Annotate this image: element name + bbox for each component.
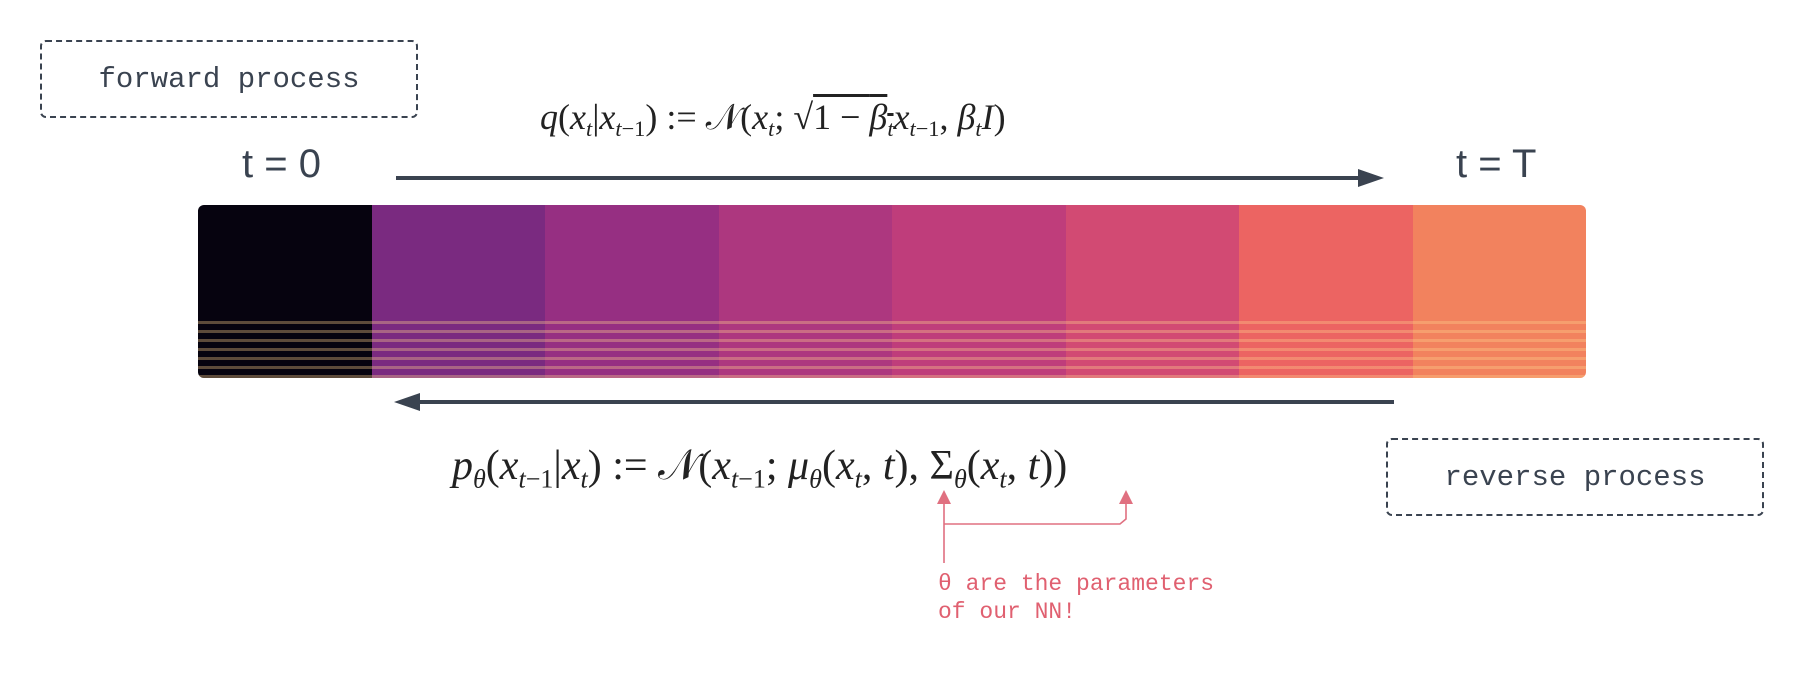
spectrogram-panel [545,205,719,378]
t-start-label: t = 0 [242,142,321,186]
spectrogram-panel [371,205,545,378]
spectrogram-strip [198,205,1586,378]
theta-annotation-line2: of our NN! [938,599,1077,625]
reverse-process-label: reverse process [1444,460,1706,494]
reverse-arrow [394,393,1394,411]
spectrogram-panel [718,205,892,378]
theta-annotation-connector [943,503,1127,563]
theta-annotation: θ are the parameters of our NN! [938,570,1214,626]
forward-process-label: forward process [98,62,360,96]
spectrogram-panel [1412,205,1586,378]
reverse-process-box: reverse process [1386,438,1764,516]
forward-arrow [396,169,1384,187]
spectrogram-panel [198,205,372,378]
forward-equation: q(x_t|x_{t-1}) := N(x_t; sqrt(1-β_t) x_{… [540,97,1006,142]
theta-annotation-line1: θ are the parameters [938,571,1215,597]
mu-theta-pointer-icon [937,490,951,504]
reverse-equation: p_θ(x_{t-1}|x_t) := N(x_{t-1}; μ_θ(x_t,t… [452,443,1068,494]
spectrogram-panel [1065,205,1239,378]
spectrogram-panel [892,205,1066,378]
t-end-label: t = T [1456,142,1537,186]
forward-process-box: forward process [40,40,418,118]
spectrogram-panel [1239,205,1413,378]
sigma-theta-pointer-icon [1119,490,1133,504]
